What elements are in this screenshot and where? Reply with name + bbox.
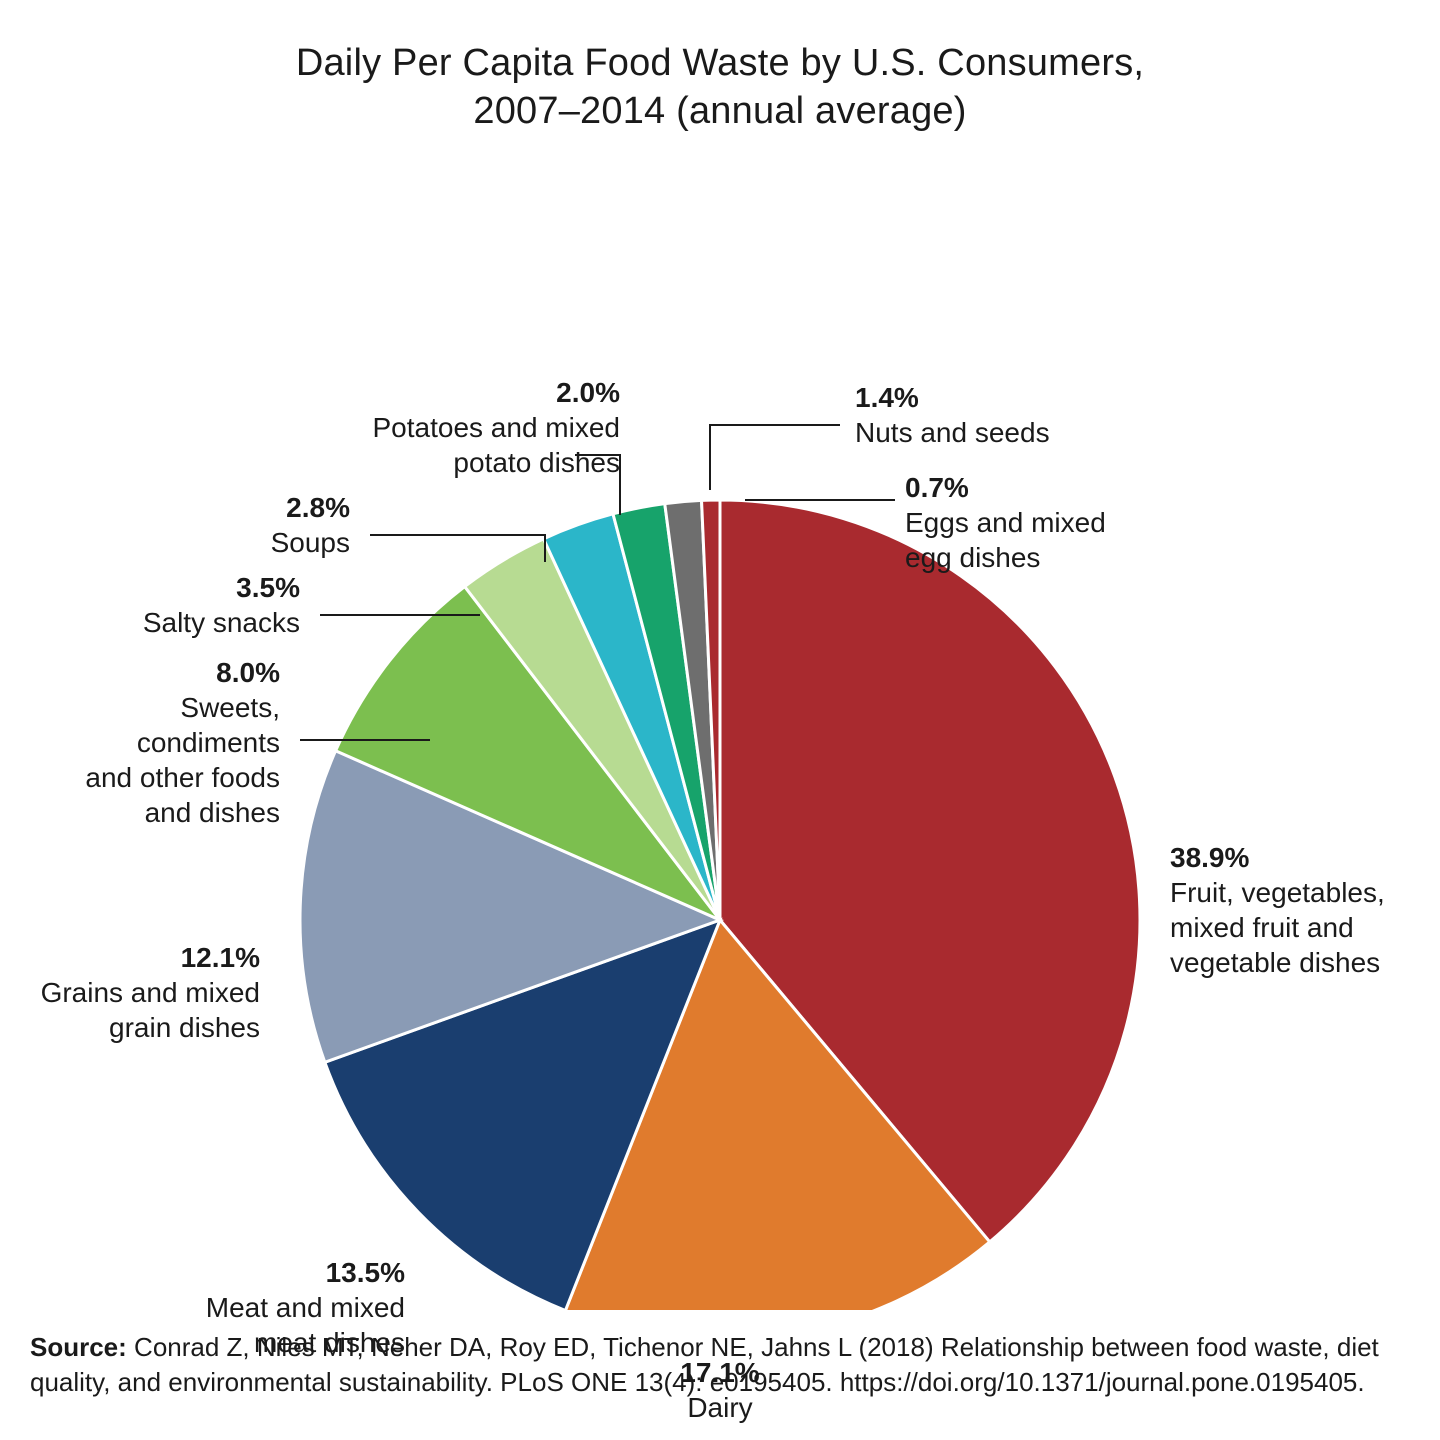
- slice-name-line: Nuts and seeds: [855, 415, 1050, 450]
- title-line-1: Daily Per Capita Food Waste by U.S. Cons…: [296, 42, 1144, 84]
- slice-name-line: egg dishes: [905, 540, 1106, 575]
- source-label: Source:: [30, 1332, 127, 1362]
- slice-pct-salty: 3.5%: [143, 570, 300, 605]
- slice-pct-fruitveg: 38.9%: [1170, 840, 1385, 875]
- slice-name-line: condiments: [85, 725, 280, 760]
- slice-label-nuts: 1.4%Nuts and seeds: [855, 380, 1050, 450]
- slice-label-salty: 3.5%Salty snacks: [143, 570, 300, 640]
- leader-line-nuts: [710, 425, 840, 490]
- slice-label-grains: 12.1%Grains and mixedgrain dishes: [41, 940, 260, 1045]
- slice-name-line: Potatoes and mixed: [373, 410, 621, 445]
- slice-label-sweets: 8.0%Sweets,condimentsand other foodsand …: [85, 655, 280, 830]
- slice-name-line: Eggs and mixed: [905, 505, 1106, 540]
- slice-name-line: Salty snacks: [143, 605, 300, 640]
- slice-name-line: potato dishes: [373, 445, 621, 480]
- slice-name-line: Meat and mixed: [206, 1290, 405, 1325]
- slice-name-line: and dishes: [85, 795, 280, 830]
- slice-label-eggs: 0.7%Eggs and mixedegg dishes: [905, 470, 1106, 575]
- slice-pct-grains: 12.1%: [41, 940, 260, 975]
- pie-chart-area: 38.9%Fruit, vegetables,mixed fruit andve…: [0, 180, 1440, 1310]
- slice-pct-soups: 2.8%: [271, 490, 350, 525]
- slice-name-line: Fruit, vegetables,: [1170, 875, 1385, 910]
- source-text: Conrad Z, Niles MT, Neher DA, Roy ED, Ti…: [30, 1332, 1379, 1397]
- slice-pct-potatoes: 2.0%: [373, 375, 621, 410]
- slice-label-soups: 2.8%Soups: [271, 490, 350, 560]
- title-line-2: 2007–2014 (annual average): [473, 90, 966, 132]
- slice-pct-sweets: 8.0%: [85, 655, 280, 690]
- slice-name-line: Soups: [271, 525, 350, 560]
- chart-title: Daily Per Capita Food Waste by U.S. Cons…: [0, 40, 1440, 135]
- slice-name-line: vegetable dishes: [1170, 945, 1385, 980]
- slice-name-line: mixed fruit and: [1170, 910, 1385, 945]
- slice-label-potatoes: 2.0%Potatoes and mixedpotato dishes: [373, 375, 621, 480]
- slice-name-line: and other foods: [85, 760, 280, 795]
- slice-pct-eggs: 0.7%: [905, 470, 1106, 505]
- chart-container: Daily Per Capita Food Waste by U.S. Cons…: [0, 0, 1440, 1440]
- slice-label-fruitveg: 38.9%Fruit, vegetables,mixed fruit andve…: [1170, 840, 1385, 980]
- slice-pct-nuts: 1.4%: [855, 380, 1050, 415]
- source-citation: Source: Conrad Z, Niles MT, Neher DA, Ro…: [30, 1330, 1410, 1400]
- slice-name-line: Grains and mixed: [41, 975, 260, 1010]
- slice-pct-meat: 13.5%: [206, 1255, 405, 1290]
- slice-name-line: Sweets,: [85, 690, 280, 725]
- slice-name-line: grain dishes: [41, 1010, 260, 1045]
